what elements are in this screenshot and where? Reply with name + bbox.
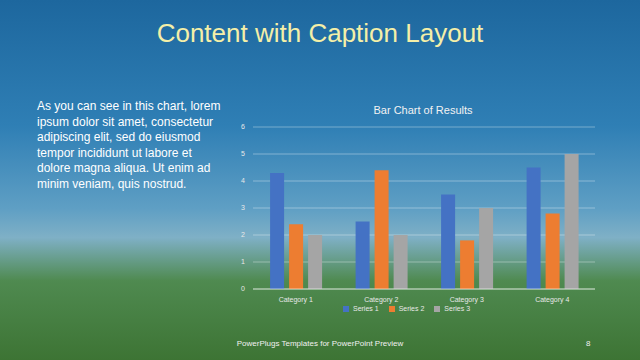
html-text:8: 8: [586, 339, 591, 348]
svg-text:1: 1: [241, 258, 245, 265]
svg-text:Category 4: Category 4: [535, 296, 569, 304]
svg-text:Category 2: Category 2: [364, 296, 398, 304]
svg-text:Category 3: Category 3: [450, 296, 484, 304]
svg-text:2: 2: [241, 231, 245, 238]
html-text:PowerPlugs Templates for Power: PowerPlugs Templates for PowerPoint Prev…: [236, 339, 404, 348]
svg-text:3: 3: [241, 204, 245, 211]
svg-text:6: 6: [241, 123, 245, 130]
svg-text:4: 4: [241, 177, 245, 184]
svg-text:Category 1: Category 1: [279, 296, 313, 304]
html-text:Bar Chart of Results: Bar Chart of Results: [373, 104, 473, 116]
svg-text:5: 5: [241, 150, 245, 157]
html-text:Content with Caption Layout: Content with Caption Layout: [156, 18, 484, 48]
html-text:Series 3: Series 3: [444, 305, 470, 312]
svg-text:0: 0: [241, 285, 245, 292]
html-text:Series 1: Series 1: [353, 305, 379, 312]
html-text:As you can see in this chart,: As you can see in this chart, lorem ipsu…: [37, 99, 221, 191]
html-text:Series 2: Series 2: [398, 305, 425, 312]
